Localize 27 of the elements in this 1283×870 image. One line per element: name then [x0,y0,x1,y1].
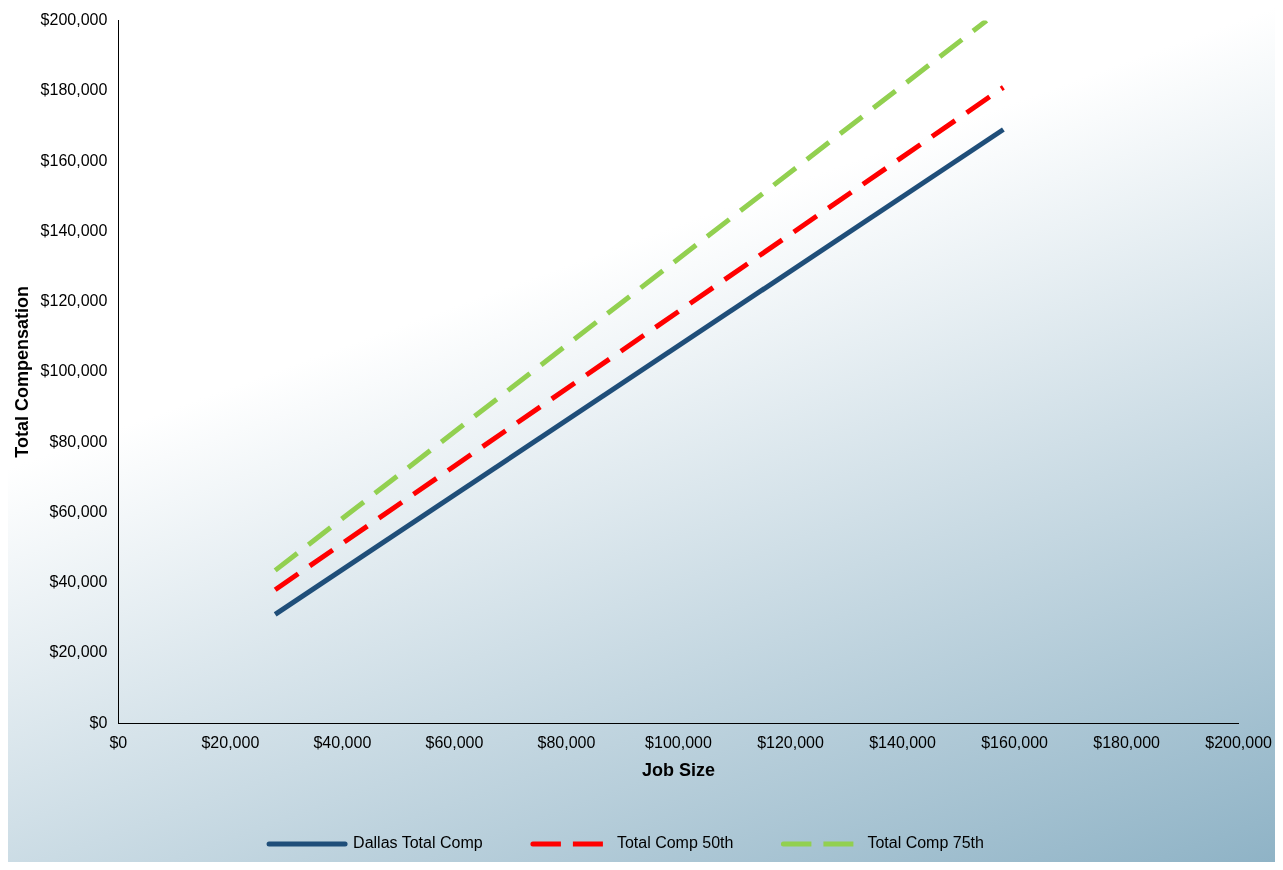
x-axis-title: Job Size [641,760,715,781]
legend-label: Total Comp 50th [616,834,734,852]
x-tick-label: $0 [109,734,128,752]
y-tick-label: $100,000 [40,362,108,380]
x-tick-label: $60,000 [425,734,484,752]
x-tick-label: $120,000 [757,734,824,752]
x-tick-label: $200,000 [1205,734,1273,752]
x-tick-label: $20,000 [201,734,260,752]
x-tick-label: $140,000 [869,734,937,752]
y-tick-label: $140,000 [40,221,108,239]
y-tick-label: $0 [89,713,108,731]
y-tick-label: $40,000 [49,573,108,591]
y-axis-title: Total Compensation [11,286,32,458]
y-tick-label: $80,000 [49,432,108,450]
x-tick-label: $160,000 [981,734,1049,752]
y-tick-label: $20,000 [49,643,108,661]
y-tick-label: $160,000 [40,151,108,169]
x-tick-label: $40,000 [313,734,372,752]
x-tick-label: $100,000 [645,734,712,752]
x-tick-label: $80,000 [537,734,596,752]
y-tick-label: $120,000 [40,292,108,310]
y-tick-label: $200,000 [40,11,108,29]
y-tick-label: $60,000 [49,502,108,520]
legend-label: Total Comp 75th [867,834,984,852]
legend-label: Dallas Total Comp [353,834,483,852]
x-tick-label: $180,000 [1093,734,1161,752]
y-tick-label: $180,000 [40,81,108,99]
